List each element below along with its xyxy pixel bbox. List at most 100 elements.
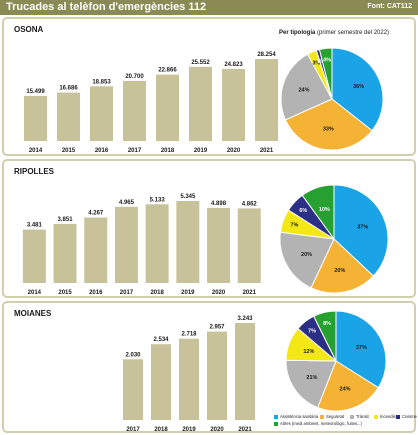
bar-value-label: 28.254 <box>257 52 276 58</box>
legend-item-transit: Trànsit <box>350 414 369 419</box>
bar-value-label: 3.851 <box>58 217 74 223</box>
legend-label: Assistència sanitària <box>280 414 319 419</box>
bar-value-label: 4.965 <box>119 200 135 206</box>
bar <box>145 204 169 283</box>
pie-title: Per tipologia (primer semestre del 2022) <box>279 30 389 36</box>
pie-value-label: 37% <box>356 345 367 351</box>
legend-swatch <box>320 414 324 419</box>
x-tick-label: 2020 <box>210 427 224 433</box>
bar <box>57 92 80 141</box>
pie-value-label: 20% <box>334 268 345 274</box>
bar-value-label: 5.345 <box>180 194 196 200</box>
region-name: RIPOLLES <box>14 167 55 176</box>
x-tick-label: 2015 <box>58 290 72 296</box>
pie-value-label: 7% <box>290 223 298 229</box>
bar-value-label: 4.267 <box>88 211 104 217</box>
bar <box>255 59 278 141</box>
pie-value-label: 21% <box>306 375 317 381</box>
bar <box>24 96 47 141</box>
bar <box>207 331 227 420</box>
x-tick-label: 2020 <box>212 290 226 296</box>
legend-swatch <box>396 414 400 419</box>
legend-swatch <box>374 414 378 419</box>
bar-value-label: 2.534 <box>153 337 169 343</box>
bar-chart-osona: 15.499 2014 16.686 2015 18.853 2016 20.700 2017… <box>24 52 278 154</box>
x-tick-label: 2017 <box>120 290 134 296</box>
bar-value-label: 2.030 <box>125 352 141 358</box>
x-tick-label: 2020 <box>227 148 241 154</box>
x-tick-label: 2018 <box>161 148 175 154</box>
legend-item-civisme: Civisme <box>396 414 417 419</box>
bar-value-label: 2.718 <box>181 332 197 338</box>
legend-swatch <box>274 414 278 419</box>
legend-label: Trànsit <box>356 414 369 419</box>
bar-value-label: 22.866 <box>158 68 177 74</box>
bar-value-label: 18.853 <box>92 79 111 85</box>
pie-value-label: 6% <box>299 208 307 214</box>
pie-value-label: 33% <box>323 126 334 132</box>
pie-legend: Assistència sanitària Seguretat Trànsit … <box>274 414 417 428</box>
pie-chart-ripolles: 37% 20% 20% 7% 6% 10% <box>279 184 389 294</box>
bar <box>53 223 77 283</box>
pie-slice <box>318 47 333 100</box>
panel-ripolles: RIPOLLES 3.481 2014 3.851 2015 4.267 2016 4.96… <box>2 159 416 298</box>
pie-value-label: 36% <box>353 84 364 90</box>
legend-label: Seguretat <box>326 414 345 419</box>
pie-slice <box>280 53 333 121</box>
pie-value-label: 1% <box>317 59 325 65</box>
bar-chart-ripolles: 3.481 2014 3.851 2015 4.267 2016 4.965 2017 5.13… <box>22 194 261 296</box>
legend-item-seguretat: Seguretat <box>320 414 344 419</box>
pie-slice <box>284 98 373 151</box>
bar <box>22 229 46 283</box>
pie-title-note: (primer semestre del 2022) <box>315 30 390 36</box>
bar-value-label: 4.862 <box>242 201 258 207</box>
pie-slice <box>279 231 335 289</box>
region-name: OSONA <box>14 25 44 34</box>
legend-item-incendis: Incendis <box>374 414 396 419</box>
legend-swatch <box>274 421 278 426</box>
bar-value-label: 15.499 <box>26 89 45 95</box>
bar <box>84 217 108 283</box>
pie-value-label: 8% <box>323 321 331 327</box>
pie-value-label: 20% <box>301 252 312 258</box>
bar <box>151 344 171 420</box>
bar-value-label: 16.686 <box>59 86 78 92</box>
bar-value-label: 5.133 <box>150 197 166 203</box>
x-tick-label: 2015 <box>62 148 76 154</box>
bar <box>123 80 146 141</box>
x-tick-label: 2016 <box>95 148 109 154</box>
pie-value-label: 37% <box>357 225 368 231</box>
bar <box>90 86 113 141</box>
bar <box>176 201 200 283</box>
bar-value-label: 25.552 <box>191 60 210 66</box>
bar <box>222 68 245 141</box>
legend-item-altres: Altres (medi ambient, meteorològic, fuit… <box>274 421 362 426</box>
x-tick-label: 2014 <box>29 148 43 154</box>
legend-swatch <box>350 414 354 419</box>
pie-chart-moianes: 37% 24% 21% 12% 7% 8% <box>285 310 387 412</box>
region-name: MOIANES <box>14 309 52 318</box>
pie-slice <box>301 184 335 241</box>
x-tick-label: 2018 <box>154 427 168 433</box>
x-tick-label: 2019 <box>181 290 195 296</box>
bar-chart-moianes: 2.030 2017 2.534 2018 2.718 2019 2.957 2020 3.24… <box>123 316 255 433</box>
pie-slice <box>310 238 375 294</box>
legend-label: Altres (medi ambient, meteorològic, fuit… <box>280 421 362 426</box>
bar <box>189 66 212 141</box>
legend-label: Civisme <box>402 414 417 419</box>
pie-chart-osona: 36% 33% 24% 3%1%4% <box>280 47 384 151</box>
pie-slice <box>333 184 389 277</box>
bar <box>237 208 261 283</box>
bar-value-label: 4.898 <box>211 201 227 207</box>
x-tick-label: 2014 <box>28 290 42 296</box>
x-tick-label: 2018 <box>150 290 164 296</box>
x-tick-label: 2019 <box>182 427 196 433</box>
panel-osona: OSONA 15.499 2014 16.686 2015 18.853 2016 20.7… <box>2 17 416 156</box>
bar <box>114 206 138 283</box>
header-bar: Trucades al telèfon d'emergències 112 Fo… <box>0 0 418 15</box>
bar-value-label: 24.823 <box>224 62 243 68</box>
pie-value-label: 10% <box>319 207 330 213</box>
bar <box>179 338 199 420</box>
pie-value-label: 24% <box>298 88 309 94</box>
bar-value-label: 3.243 <box>237 316 253 322</box>
